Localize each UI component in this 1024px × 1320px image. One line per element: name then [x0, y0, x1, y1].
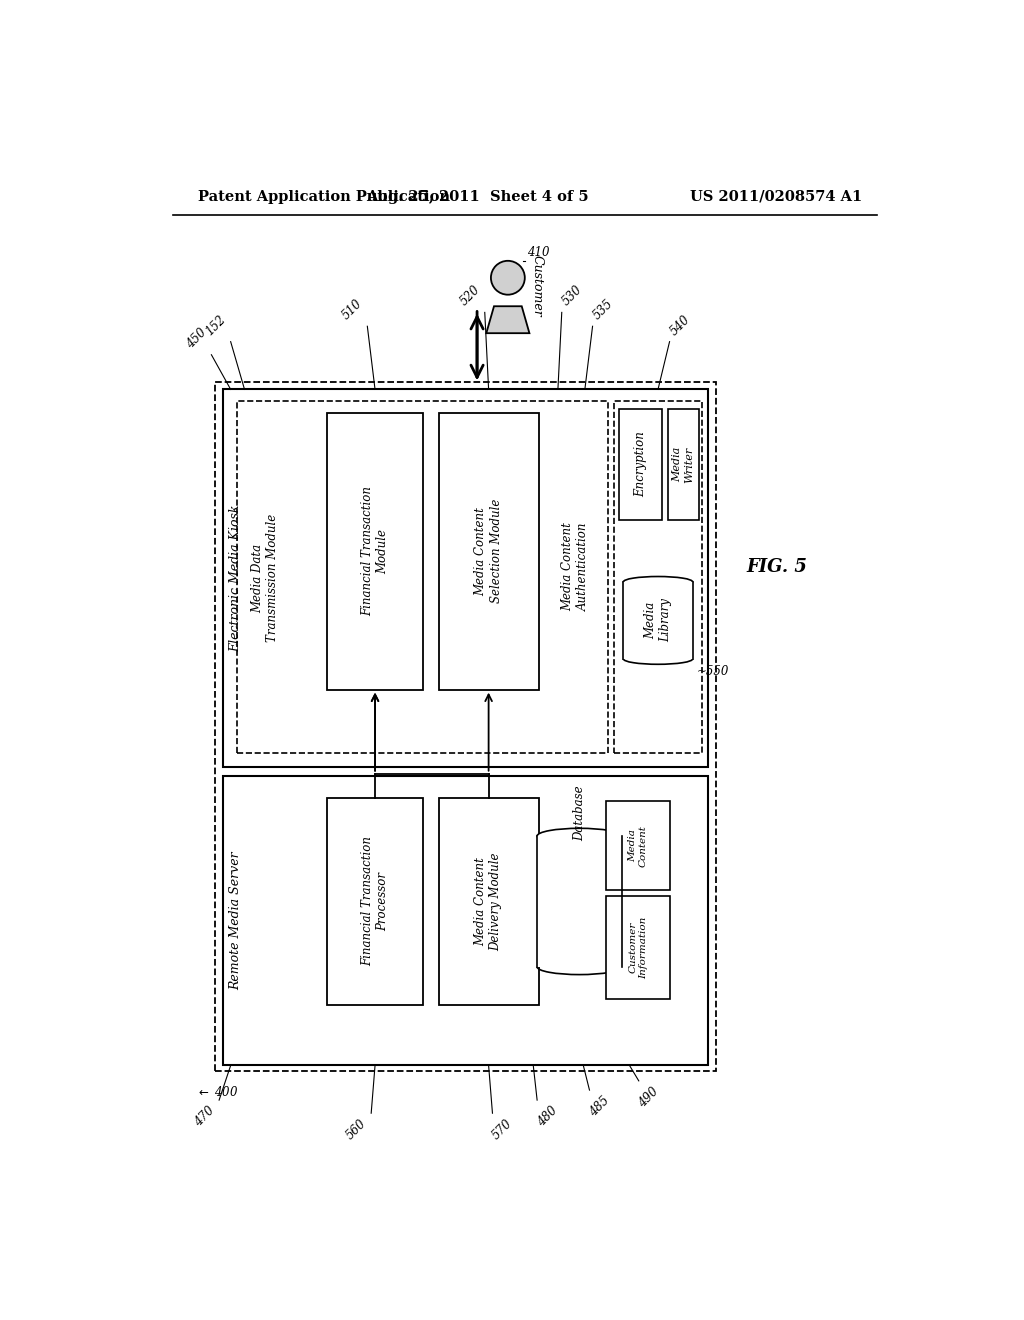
Text: $\leftarrow$ 400: $\leftarrow$ 400	[196, 1085, 239, 1098]
Text: Patent Application Publication: Patent Application Publication	[199, 190, 451, 203]
Text: 540: 540	[668, 313, 692, 338]
Text: 535: 535	[590, 297, 615, 322]
Text: Financial Transaction
Module: Financial Transaction Module	[361, 486, 389, 616]
Text: Media Content
Selection Module: Media Content Selection Module	[474, 499, 503, 603]
Text: Media
Writer: Media Writer	[673, 446, 694, 483]
Text: 410: 410	[527, 246, 550, 259]
Text: Media
Content: Media Content	[629, 825, 648, 866]
Text: 570: 570	[490, 1117, 515, 1142]
Text: Remote Media Server: Remote Media Server	[228, 851, 242, 990]
Bar	[223, 776, 708, 1065]
Text: Aug. 25, 2011  Sheet 4 of 5: Aug. 25, 2011 Sheet 4 of 5	[366, 190, 589, 203]
Text: Electronic Media Kiosk: Electronic Media Kiosk	[228, 504, 242, 652]
Bar	[624, 582, 692, 659]
Bar	[618, 409, 662, 520]
Bar	[668, 409, 698, 520]
Polygon shape	[486, 306, 529, 333]
Text: Database: Database	[573, 785, 586, 841]
Circle shape	[490, 261, 525, 294]
Bar	[606, 896, 670, 999]
Bar	[606, 801, 670, 890]
Text: 510: 510	[340, 297, 365, 322]
Bar	[327, 412, 423, 689]
Bar	[438, 412, 539, 689]
Text: Media Content
Authentication: Media Content Authentication	[561, 523, 590, 611]
Text: ~550: ~550	[696, 665, 729, 678]
Text: Media Content
Delivery Module: Media Content Delivery Module	[474, 853, 503, 950]
Text: US 2011/0208574 A1: US 2011/0208574 A1	[690, 190, 862, 203]
Text: 480: 480	[535, 1104, 560, 1129]
Text: FIG. 5: FIG. 5	[746, 557, 808, 576]
Text: Encryption: Encryption	[634, 432, 647, 498]
Text: Media
Library: Media Library	[644, 598, 672, 643]
Text: Media Data
Transmission Module: Media Data Transmission Module	[251, 513, 280, 642]
Ellipse shape	[538, 829, 622, 843]
Bar	[538, 836, 622, 966]
Text: 530: 530	[559, 284, 585, 309]
Bar	[237, 401, 608, 752]
Ellipse shape	[624, 577, 692, 587]
Text: Customer: Customer	[531, 255, 544, 317]
Text: 470: 470	[191, 1104, 217, 1129]
Text: 152: 152	[203, 313, 228, 338]
Text: Financial Transaction
Processor: Financial Transaction Processor	[361, 837, 389, 966]
Text: Customer
Information: Customer Information	[629, 916, 648, 978]
Text: 520: 520	[458, 284, 482, 309]
Bar	[215, 381, 716, 1071]
Bar	[327, 797, 423, 1006]
Text: 490: 490	[637, 1085, 662, 1110]
Text: 560: 560	[344, 1117, 369, 1142]
Text: 485: 485	[587, 1094, 612, 1119]
Bar	[614, 401, 701, 752]
Bar	[438, 797, 539, 1006]
Bar	[223, 389, 708, 767]
Text: 450: 450	[184, 326, 209, 351]
